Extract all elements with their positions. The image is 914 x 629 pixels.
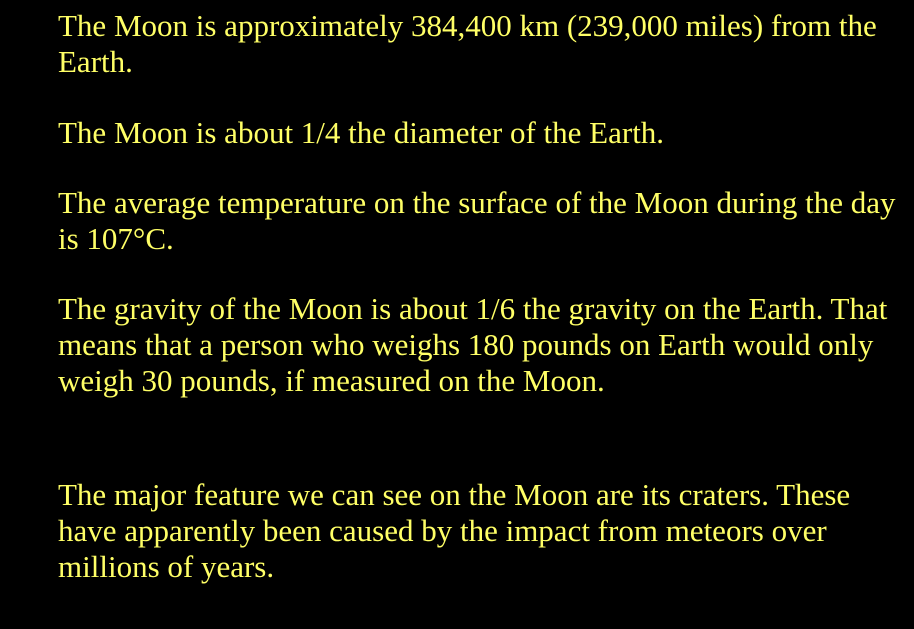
bullet-text: The average temperature on the surface o… (58, 185, 896, 256)
bullet-text: The Moon is approximately 384,400 km (23… (58, 8, 877, 79)
bullet-text: The Moon is about 1/4 the diameter of th… (58, 115, 665, 150)
crescent-moon-icon (6, 303, 28, 325)
crescent-moon-icon (6, 197, 28, 219)
crescent-moon-icon (6, 20, 28, 42)
crescent-moon-icon (6, 489, 28, 511)
bullet-text: The gravity of the Moon is about 1/6 the… (58, 291, 888, 398)
crescent-moon-icon (6, 127, 28, 149)
bullet-text: The major feature we can see on the Moon… (58, 477, 851, 584)
